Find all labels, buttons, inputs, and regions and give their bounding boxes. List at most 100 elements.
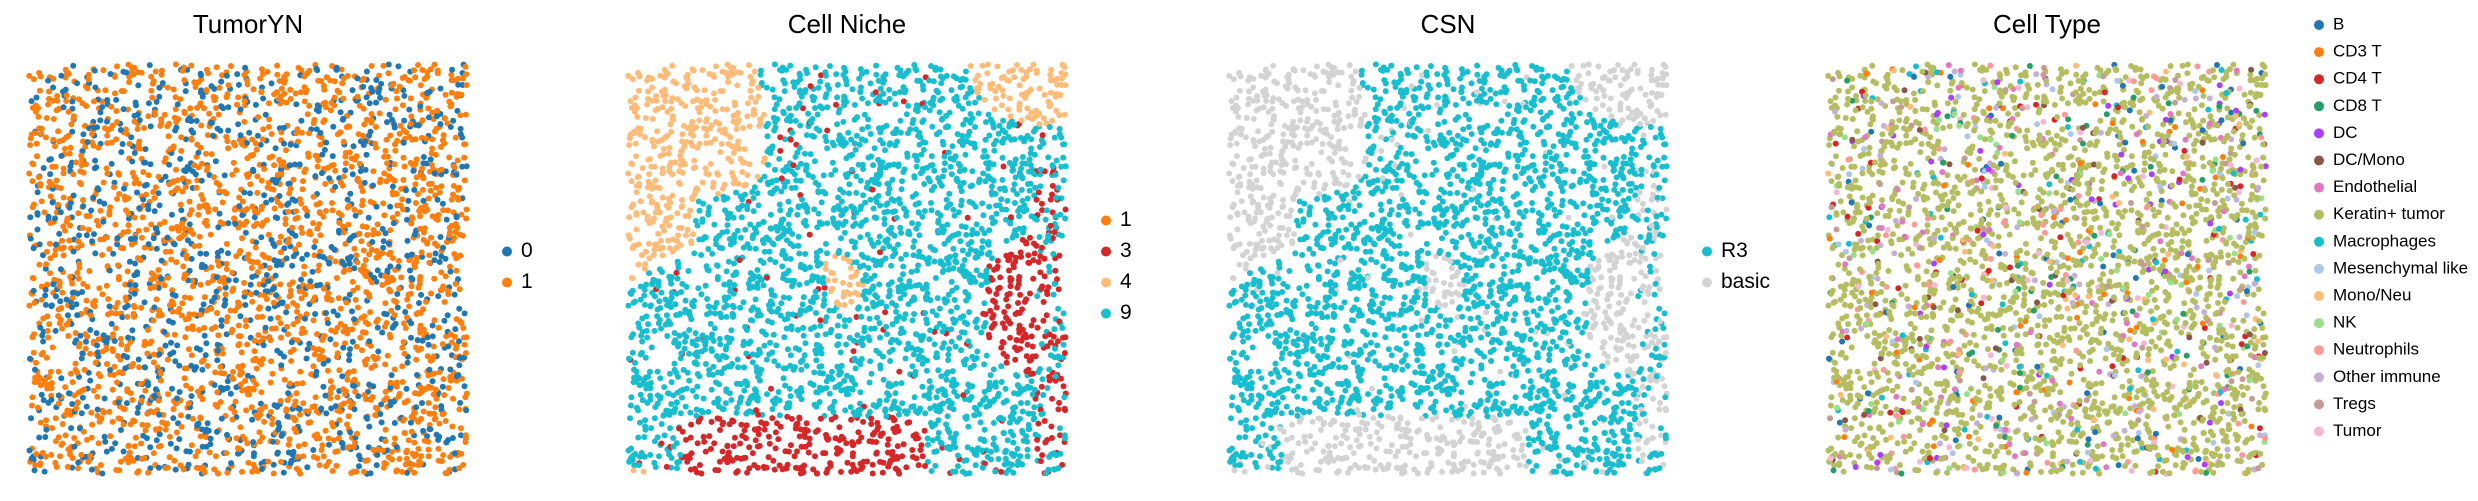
point (225, 127, 232, 134)
point (304, 212, 311, 219)
point (55, 368, 62, 375)
point (46, 321, 53, 328)
point (462, 350, 469, 356)
point (297, 368, 304, 375)
point (419, 117, 426, 124)
point (306, 102, 313, 109)
point (328, 100, 335, 106)
point (857, 234, 864, 241)
point (786, 295, 792, 301)
point (404, 296, 411, 303)
point (73, 159, 80, 166)
point (764, 133, 771, 140)
point (630, 299, 637, 306)
point (258, 177, 265, 184)
point (162, 421, 169, 428)
point (138, 440, 145, 447)
point (746, 161, 753, 168)
point (1062, 206, 1069, 213)
point (761, 248, 768, 255)
point (340, 115, 347, 122)
point (933, 131, 940, 138)
point (366, 294, 373, 301)
point (296, 241, 302, 248)
point (862, 272, 869, 278)
point (859, 95, 866, 102)
point (321, 146, 328, 153)
point (106, 246, 113, 252)
point (769, 86, 776, 93)
point (850, 348, 857, 355)
point (929, 162, 936, 168)
point (802, 340, 809, 347)
point (310, 447, 317, 453)
point (855, 429, 862, 436)
point (426, 259, 433, 266)
point (383, 136, 390, 143)
point (408, 283, 415, 290)
point (111, 90, 118, 97)
point (826, 390, 833, 397)
point (1011, 181, 1018, 188)
point (351, 156, 358, 163)
point (101, 433, 108, 440)
point (414, 254, 420, 261)
point (206, 449, 213, 456)
point (381, 310, 388, 317)
point (187, 105, 194, 112)
point (330, 123, 337, 130)
point (256, 305, 262, 312)
point (235, 363, 242, 370)
point (380, 244, 387, 251)
point (687, 434, 694, 441)
point (1016, 82, 1023, 89)
point (678, 394, 685, 401)
point (229, 269, 236, 276)
point (446, 232, 453, 239)
point (928, 207, 935, 214)
point (317, 141, 324, 148)
point (296, 406, 303, 413)
point (115, 274, 122, 280)
point (131, 443, 138, 450)
point (918, 151, 925, 158)
point (286, 162, 293, 169)
point (196, 233, 203, 240)
point (42, 292, 49, 299)
point (852, 289, 859, 296)
point (35, 174, 42, 181)
point (708, 386, 715, 393)
point (60, 104, 67, 111)
point (824, 145, 831, 152)
point (950, 206, 957, 213)
point (167, 248, 174, 255)
point (351, 245, 358, 252)
point (306, 340, 313, 347)
point (463, 71, 470, 78)
point (209, 119, 215, 126)
point (877, 334, 883, 341)
point (900, 271, 906, 278)
point (245, 251, 252, 258)
point (1026, 187, 1033, 194)
point (83, 338, 89, 345)
point (366, 132, 372, 139)
point (380, 62, 387, 69)
point (384, 119, 390, 126)
point (420, 154, 427, 160)
point (187, 295, 193, 301)
point (342, 153, 349, 160)
point (325, 435, 332, 442)
point (456, 305, 463, 312)
point (389, 214, 396, 221)
point (277, 281, 284, 288)
point (739, 169, 746, 176)
point (261, 418, 268, 425)
point (698, 252, 705, 258)
point (223, 318, 230, 325)
point (268, 196, 275, 203)
point (635, 87, 642, 94)
point (75, 210, 82, 217)
point (153, 245, 160, 252)
point (289, 196, 296, 203)
